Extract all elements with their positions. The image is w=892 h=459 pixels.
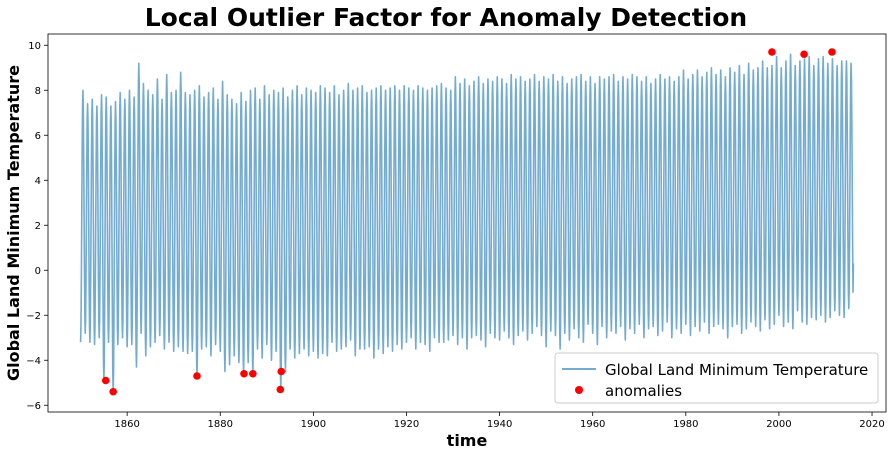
- x-tick-label: 1880: [208, 419, 233, 430]
- anomaly-point: [240, 369, 248, 378]
- x-tick-label: 1980: [673, 419, 698, 430]
- y-tick-label: 4: [35, 176, 41, 187]
- x-tick-label: 1860: [114, 419, 139, 430]
- anomaly-point: [828, 48, 836, 56]
- y-tick-label: 8: [35, 86, 41, 97]
- series-line: [79, 53, 855, 393]
- x-tick-label: 2020: [859, 419, 884, 430]
- x-axis-label: time: [447, 431, 488, 450]
- legend-anomaly-swatch: [575, 386, 583, 394]
- y-tick-label: −2: [26, 311, 41, 322]
- x-tick-label: 1940: [487, 419, 512, 430]
- anomaly-point: [277, 367, 286, 376]
- y-tick-label: 2: [35, 221, 41, 232]
- series-layer: [79, 53, 855, 393]
- anomaly-layer: [101, 48, 836, 396]
- x-tick-label: 1900: [301, 419, 326, 430]
- legend: Global Land Minimum Temperature anomalie…: [554, 352, 879, 404]
- anomaly-point: [101, 376, 110, 385]
- anomaly-point: [768, 48, 776, 56]
- legend-box: [554, 352, 879, 404]
- anomaly-point: [109, 387, 117, 396]
- x-tick-label: 1960: [580, 419, 605, 430]
- anomaly-point: [249, 369, 257, 378]
- y-axis-label: Global Land Minimum Temperature: [4, 65, 23, 381]
- x-tick-label: 1920: [394, 419, 419, 430]
- y-tick-label: 10: [28, 41, 41, 52]
- anomaly-point: [276, 385, 285, 394]
- y-axis: −6 −4 −2 0 2 4 6 8 10: [26, 41, 48, 412]
- y-tick-label: −6: [26, 401, 41, 412]
- legend-anomaly-label: anomalies: [605, 382, 682, 400]
- anomaly-point: [800, 50, 808, 59]
- chart-title: Local Outlier Factor for Anomaly Detecti…: [145, 3, 747, 32]
- anomaly-point: [193, 372, 201, 380]
- legend-series-label: Global Land Minimum Temperature: [605, 361, 868, 379]
- y-tick-label: −4: [26, 356, 41, 367]
- y-tick-label: 0: [35, 266, 41, 277]
- y-tick-label: 6: [35, 131, 41, 142]
- x-tick-label: 2000: [766, 419, 791, 430]
- x-axis: 1860 1880 1900 1920 1940 1960 1980 2000 2020: [114, 412, 885, 430]
